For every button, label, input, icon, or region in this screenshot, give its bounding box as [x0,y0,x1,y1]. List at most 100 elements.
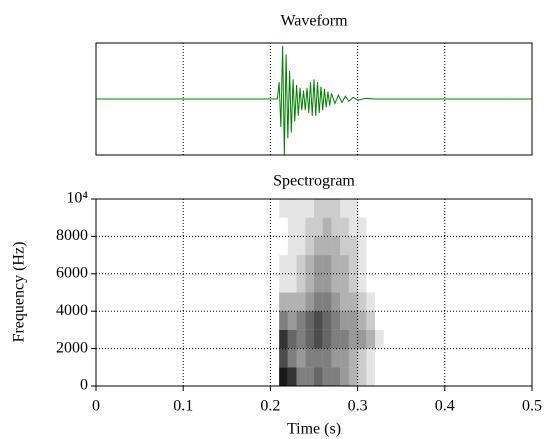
spectrogram-cell [305,311,314,330]
spectrogram-cell [331,255,341,274]
spectrogram-cell [322,199,332,218]
spectrogram-cell [340,273,349,293]
x-tick-label: 0.5 [522,398,542,415]
plot-frame [95,198,533,387]
spectrogram-cell [322,367,332,386]
spectrogram-cell [305,273,314,293]
spectrogram-cell [305,236,314,256]
x-tick-label: 0.2 [260,398,280,415]
spectrogram-cell [348,273,358,293]
spectrogram-cell [348,311,358,330]
spectrogram-cell [366,218,375,237]
spectrogram-cell [296,199,306,218]
spectrogram-cell [279,199,288,218]
spectrogram-cell [357,348,367,368]
spectrogram-cell [340,217,349,237]
spectrogram-cell [375,293,384,312]
spectrogram-cell [314,367,323,386]
spectrogram-cell [375,311,384,330]
y-tick-label: 8000 [56,227,88,244]
spectrogram-cell [296,217,306,237]
spectrogram-cell [279,236,288,255]
waveform-line [96,45,532,156]
spectrogram-cell [357,217,367,237]
spectrogram-cell [340,367,349,386]
spectrogram-cell [348,236,358,256]
spectrogram-cell [287,329,297,349]
x-tick-label: 0.1 [173,398,193,415]
spectrogram-cell [348,367,358,386]
spectrogram-cell [322,292,332,312]
spectrogram-cell [357,255,367,274]
spectrogram-cell [322,273,332,293]
spectrogram-cell [348,217,358,237]
spectrogram-cell [279,348,288,368]
spectrogram-cell [314,273,323,293]
spectrogram-cell [331,329,341,349]
spectrogram-cell [366,367,376,386]
spectrogram-cell [331,217,341,237]
spectrogram-cell [305,367,314,386]
spectrogram-cell [375,218,384,237]
spectrogram-cell [279,367,288,386]
spectrogram-cell [305,348,314,368]
spectrogram-cell [296,367,306,386]
plot-frame [95,42,533,156]
spectrogram-cell [305,217,314,237]
spectrogram-cell [331,273,341,293]
spectrogram-cell [375,329,384,349]
spectrogram-cell [348,329,358,349]
spectrogram-cell [366,292,376,312]
spectrogram-cell [357,236,367,256]
spectrogram-cell [279,311,288,330]
y-tick-label: 4000 [56,302,88,319]
spectrogram-cell [287,199,297,218]
spectrogram-cell [287,217,297,237]
spectrogram-cell [340,199,349,218]
spectrogram-cell [357,311,367,330]
spectrogram-cell [305,199,314,218]
spectrogram-cell [348,348,358,368]
spectrogram-cell [314,255,323,274]
y-tick-label: 0 [80,377,88,394]
spectrogram-cell [340,348,349,368]
spectrogram-cell [348,292,358,312]
spectrogram-cell [348,199,358,218]
spectrogram-cell [357,273,367,293]
y-axis-label: Frequency (Hz) [11,242,28,343]
spectrogram-cell [340,329,349,349]
spectrogram-cell [340,236,349,256]
chart-title: Waveform [280,13,348,30]
spectrogram-cell [287,236,297,256]
y-tick-label: 10⁴ [66,190,88,207]
spectrogram-cell [287,292,297,312]
spectrogram-cell [296,255,306,274]
x-tick-label: 0.3 [348,398,368,415]
spectrogram-cell [322,329,332,349]
spectrogram-cell [322,311,332,330]
spectrogram-cell [279,292,288,312]
spectrogram-cell [314,236,323,256]
spectrogram-cell [357,367,367,386]
spectrogram-cell [375,236,384,255]
spectrogram-cell [296,311,306,330]
spectrogram-cell [357,292,367,312]
spectrogram-cell [340,311,349,330]
spectrogram-cell [366,311,376,330]
spectrogram-cell [358,199,367,218]
spectrogram-cell [279,329,288,349]
x-axis-label: Time (s) [287,421,341,438]
spectrogram-cell [375,255,384,274]
x-tick-label: 0.4 [435,398,455,415]
spectrogram-cell [331,199,341,218]
spectrogram-cell [322,348,332,368]
spectrogram-cell [375,349,384,368]
x-tick-label: 0 [92,398,100,415]
spectrogram-cell [314,348,323,368]
spectrogram-cell [305,292,314,312]
spectrogram-cell [296,273,306,293]
spectrogram-cell [322,217,332,237]
spectrogram-cell [331,367,341,386]
spectrogram-cell [366,255,375,274]
spectrogram-cell [314,292,323,312]
